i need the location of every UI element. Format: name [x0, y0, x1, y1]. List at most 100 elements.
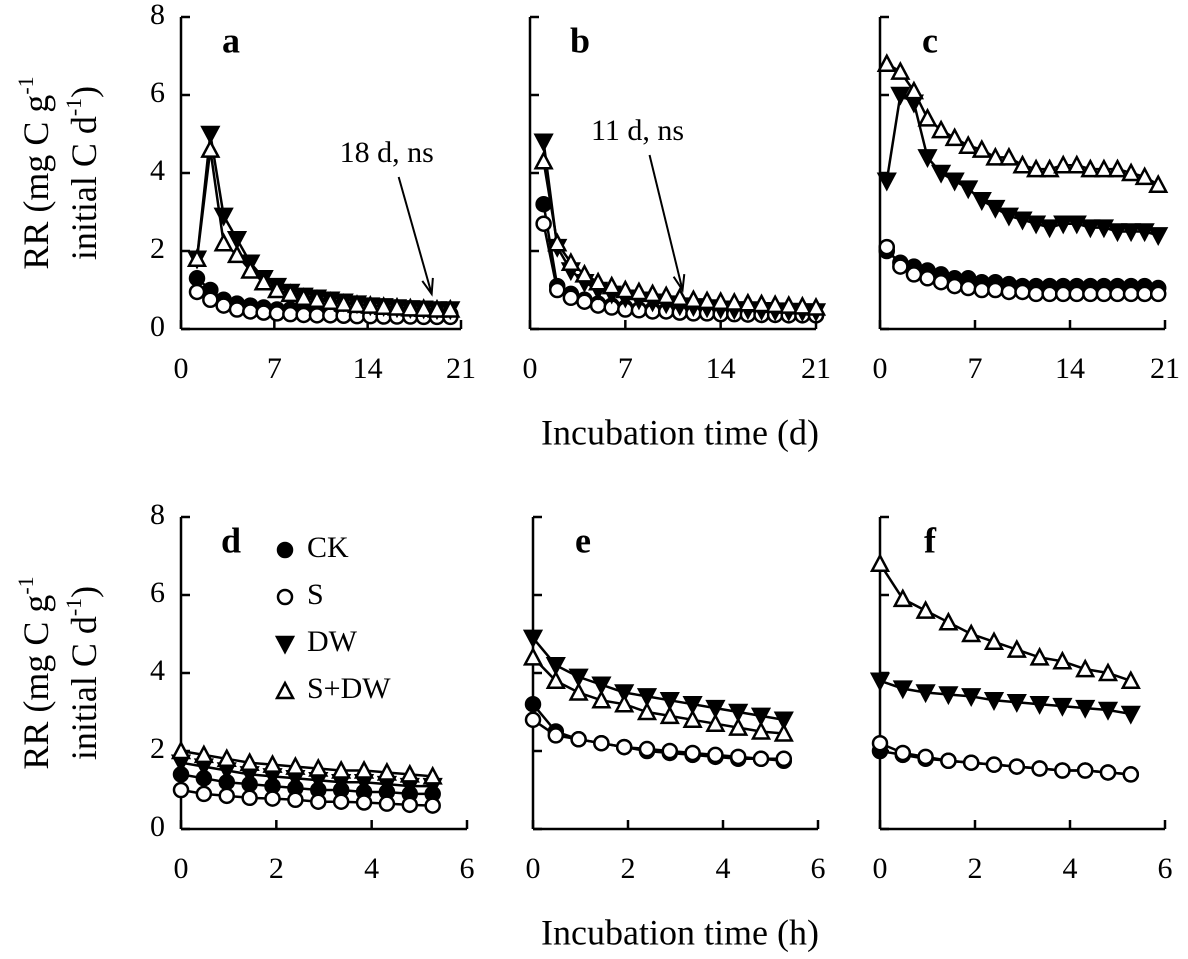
marker [1122, 766, 1140, 783]
y-tick-label: 8 [150, 0, 165, 31]
marker [426, 298, 448, 318]
marker [522, 646, 544, 666]
panel-letter: d [221, 520, 241, 560]
marker [320, 291, 341, 310]
marker [1109, 285, 1126, 303]
marker [1039, 158, 1060, 178]
legend-label: S+DW [307, 672, 391, 705]
marker [724, 291, 745, 311]
marker [240, 259, 261, 279]
marker [903, 80, 925, 100]
marker [1075, 699, 1096, 719]
y-axis-title-sup: -1 [13, 576, 38, 594]
marker [1120, 223, 1142, 243]
marker [547, 232, 568, 252]
marker [938, 686, 959, 706]
marker [202, 291, 219, 308]
marker [213, 232, 234, 252]
marker [1148, 227, 1169, 247]
marker [661, 742, 679, 760]
marker [944, 127, 965, 147]
marker [226, 244, 248, 264]
marker [614, 693, 635, 713]
marker [274, 635, 296, 655]
marker [892, 588, 913, 608]
marker [376, 761, 398, 781]
y-axis-title-part: ) [64, 586, 104, 598]
marker [241, 789, 258, 807]
marker [737, 292, 758, 312]
marker [591, 676, 612, 696]
marker [378, 795, 396, 812]
y-tick-label: 6 [150, 576, 165, 609]
marker [751, 293, 772, 313]
marker [331, 759, 352, 779]
marker [998, 207, 1020, 227]
marker [440, 298, 461, 318]
marker [346, 294, 368, 314]
marker [193, 744, 214, 764]
marker [1029, 695, 1050, 715]
marker [295, 306, 312, 324]
marker [306, 289, 328, 308]
marker [188, 270, 206, 287]
y-axis-title-sup: -1 [13, 76, 38, 94]
panel: 0 7 14 21 c [873, 15, 1180, 385]
marker [890, 60, 911, 80]
marker [778, 294, 799, 314]
marker [1097, 701, 1119, 721]
y-tick-label: 2 [150, 232, 165, 265]
x-tick-label: 4 [1063, 852, 1078, 885]
marker [195, 785, 213, 803]
marker [998, 146, 1020, 166]
marker [878, 238, 896, 256]
marker [938, 611, 959, 631]
marker [274, 680, 296, 700]
marker [919, 270, 936, 287]
y-axis-title: RR (mg C g-1 [13, 576, 56, 769]
marker [669, 287, 690, 307]
x-tick-label: 0 [174, 352, 189, 385]
marker [1149, 285, 1167, 303]
marker [360, 294, 381, 314]
marker [946, 277, 963, 295]
marker [1052, 697, 1073, 717]
marker [892, 258, 909, 275]
marker [1039, 219, 1060, 239]
marker [545, 670, 566, 690]
marker [568, 681, 589, 701]
marker [424, 797, 441, 814]
marker [548, 281, 566, 299]
marker [750, 720, 772, 740]
x-tick-label: 7 [968, 352, 983, 385]
x-axis-title: Incubation time (d) [541, 412, 819, 452]
marker [1053, 154, 1074, 174]
marker [985, 756, 1003, 773]
marker [562, 289, 580, 307]
marker [1080, 219, 1101, 239]
x-axis-title: Incubation time (h) [541, 912, 819, 952]
marker [1066, 154, 1087, 174]
marker [973, 281, 991, 299]
marker [958, 135, 979, 154]
x-tick-label: 7 [267, 352, 282, 385]
marker [659, 705, 680, 725]
marker [1080, 158, 1101, 178]
marker [1099, 764, 1117, 781]
legend-label: CK [307, 531, 349, 564]
legend-label: DW [307, 625, 358, 658]
marker [266, 279, 288, 299]
legend-label: S [307, 578, 324, 611]
marker [262, 753, 283, 773]
marker [589, 297, 607, 314]
x-tick-label: 6 [1158, 852, 1173, 885]
marker [656, 285, 677, 305]
y-axis-title-part: ) [64, 86, 104, 98]
marker [226, 231, 248, 250]
marker [971, 138, 992, 158]
marker [1107, 223, 1128, 243]
x-tick-label: 0 [174, 852, 189, 885]
marker [696, 290, 718, 310]
y-axis-title: RR (mg C g-1 [13, 76, 56, 269]
